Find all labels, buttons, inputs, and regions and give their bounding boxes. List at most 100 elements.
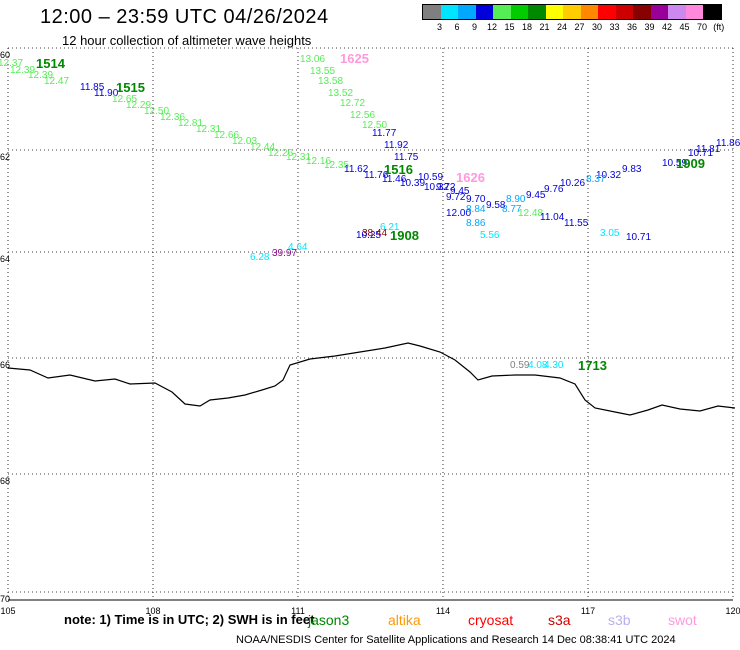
wave-height-label: 4.30 bbox=[544, 360, 564, 371]
note-text: note: 1) Time is in UTC; 2) SWH is in fe… bbox=[64, 612, 315, 627]
legend-swatch bbox=[598, 5, 616, 19]
wave-height-label: 9.76 bbox=[544, 184, 564, 195]
legend-swatch bbox=[510, 5, 528, 19]
pass-id-label: 1909 bbox=[676, 156, 705, 171]
x-tick-label: 111 bbox=[291, 606, 305, 616]
legend-label: 9 bbox=[471, 22, 478, 32]
wave-height-label: 13.58 bbox=[318, 76, 343, 87]
legend-label: 45 bbox=[679, 22, 690, 32]
wave-height-label: 11.46 bbox=[382, 174, 407, 185]
wave-height-label: 11.77 bbox=[372, 128, 397, 139]
y-tick-label: 60 bbox=[0, 50, 10, 60]
wave-height-label: 0.59 bbox=[510, 360, 530, 371]
wave-height-label: 13.52 bbox=[328, 88, 353, 99]
mission-label-altika: altika bbox=[388, 612, 421, 628]
wave-height-label: 12.48 bbox=[518, 208, 543, 219]
coastline bbox=[7, 342, 736, 416]
legend-label: 18 bbox=[521, 22, 533, 32]
wave-height-label: 39.97 bbox=[272, 248, 297, 259]
wave-height-label: 9.58 bbox=[486, 200, 506, 211]
footer-credit: NOAA/NESDIS Center for Satellite Applica… bbox=[236, 634, 676, 646]
legend-swatch bbox=[650, 5, 668, 19]
observation-labels: 12.3712.3912.3912.4711.8511.9012.6512.29… bbox=[0, 0, 740, 373]
page-title: 12:00 – 23:59 UTC 04/26/2024 bbox=[40, 6, 329, 28]
wave-height-label: 8.86 bbox=[466, 218, 486, 229]
wave-height-label: 10.32 bbox=[424, 182, 449, 193]
wave-height-label: 5.56 bbox=[480, 230, 500, 241]
mission-label-s3a: s3a bbox=[548, 612, 571, 628]
y-tick-label: 62 bbox=[0, 152, 10, 162]
legend-label: 21 bbox=[539, 22, 550, 32]
legend-swatch bbox=[633, 5, 651, 19]
wave-height-label: 12.56 bbox=[350, 110, 375, 121]
legend-swatch bbox=[563, 5, 581, 19]
wave-height-label: 12.37 bbox=[0, 58, 23, 69]
y-tick-label: 64 bbox=[0, 254, 10, 264]
wave-height-label: 9.72 bbox=[436, 182, 456, 193]
mission-label-s3b: s3b bbox=[608, 612, 631, 628]
pass-id-label: 1516 bbox=[384, 162, 413, 177]
graticule: 105 108 111 114 117 120 60 62 64 66 68 70 bbox=[0, 47, 740, 616]
wave-height-label: 12.26 bbox=[268, 148, 293, 159]
legend-swatch bbox=[423, 5, 441, 19]
legend-label: 24 bbox=[556, 22, 568, 32]
wave-height-label: 6.28 bbox=[250, 252, 270, 263]
wave-height-label: 4.60 bbox=[0, 0, 20, 3]
wave-height-label: 9.72 bbox=[446, 192, 466, 203]
wave-height-label: 12.65 bbox=[112, 94, 137, 105]
legend-label: 15 bbox=[504, 22, 515, 32]
wave-height-label: 11.55 bbox=[564, 218, 589, 229]
wave-height-label: 13.06 bbox=[300, 54, 325, 65]
page-subtitle: 12 hour collection of altimeter wave hei… bbox=[62, 33, 312, 48]
mission-label-jason3: jason3 bbox=[308, 612, 350, 628]
wave-height-label: 11.92 bbox=[384, 140, 409, 151]
pass-id-label: 1514 bbox=[36, 56, 66, 71]
wave-height-label: 12.35 bbox=[324, 160, 349, 171]
wave-height-label: 12.36 bbox=[160, 112, 185, 123]
pass-id-label: 1908 bbox=[390, 228, 419, 243]
wave-height-label: 11.81 bbox=[696, 144, 721, 155]
wave-height-label: 9.83 bbox=[622, 164, 642, 175]
wave-height-label: 9.70 bbox=[466, 194, 486, 205]
x-tick-label: 120 bbox=[725, 606, 740, 616]
x-tick-label: 114 bbox=[436, 606, 450, 616]
legend-swatch bbox=[528, 5, 546, 19]
wave-height-label: 13.55 bbox=[310, 66, 335, 77]
wave-height-label: 12.39 bbox=[28, 70, 53, 81]
wave-height-label: 12.16 bbox=[306, 156, 331, 167]
legend-swatch bbox=[685, 5, 703, 19]
wave-height-label: 12.66 bbox=[214, 130, 239, 141]
wave-height-label: 10.59 bbox=[662, 158, 687, 169]
wave-height-label: 6.21 bbox=[380, 222, 400, 233]
wave-height-label: 10.71 bbox=[688, 148, 713, 159]
wave-height-label: 11.76 bbox=[364, 170, 389, 181]
wave-height-label: 9.45 bbox=[450, 186, 470, 197]
legend-label: 12 bbox=[486, 22, 498, 32]
x-tick-label: 105 bbox=[0, 606, 15, 616]
wave-height-label: 11.62 bbox=[344, 164, 369, 175]
legend-label: 70 bbox=[696, 22, 708, 32]
pass-id-label: 1713 bbox=[578, 358, 607, 373]
wave-height-label: 9.45 bbox=[526, 190, 546, 201]
legend-label: 42 bbox=[661, 22, 673, 32]
wave-height-label: 12.31 bbox=[286, 152, 311, 163]
wave-height-label: 8.84 bbox=[466, 204, 486, 215]
wave-height-label: 11.90 bbox=[94, 88, 119, 99]
pass-id-label: 1626 bbox=[456, 170, 485, 185]
legend-swatch bbox=[545, 5, 563, 19]
pass-id-label: 1515 bbox=[116, 80, 145, 95]
wave-height-label: 10.25 bbox=[356, 230, 381, 241]
wave-height-label: 10.59 bbox=[418, 172, 443, 183]
legend-label: 33 bbox=[609, 22, 620, 32]
wave-height-label: 8.77 bbox=[502, 204, 522, 215]
legend-swatch bbox=[580, 5, 598, 19]
y-tick-label: 70 bbox=[0, 594, 10, 604]
wave-height-label: 12.44 bbox=[250, 142, 275, 153]
legend-label: 30 bbox=[591, 22, 603, 32]
legend-swatch bbox=[668, 5, 686, 19]
x-tick-label: 108 bbox=[145, 606, 160, 616]
mission-label-swot: swot bbox=[668, 612, 697, 628]
wave-height-label: 12.50 bbox=[362, 120, 387, 131]
wave-height-label: 12.50 bbox=[144, 106, 169, 117]
